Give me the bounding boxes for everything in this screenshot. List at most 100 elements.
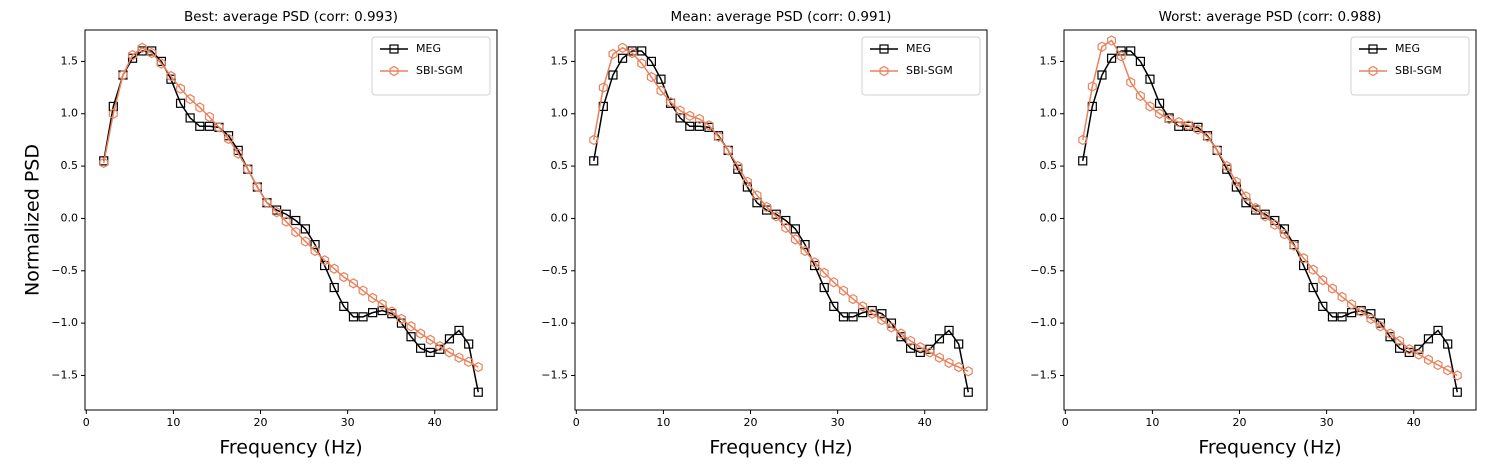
- data-point: [790, 224, 800, 234]
- data-point: [771, 211, 781, 222]
- x-tick-label: 10: [656, 416, 670, 429]
- y-tick-label: 1.5: [61, 54, 79, 67]
- y-tick-label: −1.0: [1030, 316, 1057, 329]
- data-point: [714, 131, 724, 142]
- data-point: [1135, 90, 1145, 102]
- data-point: [925, 347, 935, 358]
- data-point: [829, 301, 839, 311]
- data-point: [368, 292, 378, 304]
- x-tick-label: 0: [1062, 416, 1069, 429]
- data-point: [1154, 98, 1165, 108]
- data-point: [300, 224, 310, 234]
- data-point: [1164, 113, 1174, 125]
- data-point: [156, 58, 166, 69]
- data-point: [281, 209, 291, 219]
- data-point: [963, 387, 973, 397]
- legend-marker: [879, 44, 889, 54]
- data-point: [1097, 70, 1107, 80]
- data-point: [99, 157, 109, 169]
- data-point: [858, 308, 868, 318]
- data-point: [1126, 77, 1136, 88]
- y-tick-label: 0.5: [551, 159, 569, 172]
- series-line: [592, 50, 970, 393]
- data-point: [819, 282, 829, 293]
- data-point: [800, 240, 810, 250]
- x-tick-label: 40: [918, 416, 932, 429]
- chart-title: Best: average PSD (corr: 0.993): [184, 9, 398, 25]
- data-point: [1356, 306, 1366, 317]
- legend-label: MEG: [1395, 42, 1420, 55]
- y-tick-label: 1.5: [1040, 54, 1058, 67]
- data-point: [886, 322, 896, 333]
- legend-box: [1350, 36, 1470, 96]
- data-point: [396, 313, 406, 325]
- data-point: [387, 306, 397, 317]
- data-point: [425, 347, 435, 358]
- y-tick-label: −1.5: [541, 368, 568, 381]
- data-point: [1289, 240, 1299, 251]
- series-line: [1081, 39, 1458, 377]
- y-tick-label: 0.5: [61, 159, 79, 172]
- data-point: [348, 312, 359, 322]
- data-point: [1203, 131, 1213, 142]
- data-point: [819, 267, 829, 279]
- data-point: [1260, 211, 1270, 222]
- data-point: [934, 352, 944, 363]
- data-point: [1433, 325, 1443, 336]
- data-point: [348, 278, 358, 289]
- data-point: [204, 111, 214, 123]
- plot-frame: [574, 29, 988, 411]
- chart-title: Worst: average PSD (corr: 0.988): [1159, 9, 1382, 25]
- data-point: [589, 156, 599, 166]
- x-tick-label: 40: [428, 416, 442, 429]
- y-tick-label: −0.5: [1030, 264, 1057, 277]
- data-point: [1318, 301, 1328, 311]
- data-point: [915, 341, 925, 353]
- legend-marker: [1368, 44, 1378, 54]
- data-point: [733, 160, 743, 172]
- data-point: [1318, 274, 1328, 286]
- data-point: [1270, 219, 1280, 230]
- data-point: [627, 47, 637, 59]
- data-point: [185, 93, 195, 105]
- legend-marker: [389, 44, 399, 54]
- data-point: [368, 308, 378, 318]
- data-point: [454, 352, 464, 363]
- data-point: [877, 314, 887, 326]
- data-point: [473, 361, 483, 373]
- data-point: [1452, 370, 1462, 381]
- data-point: [377, 299, 387, 310]
- data-point: [838, 312, 849, 322]
- data-point: [339, 301, 349, 311]
- data-point: [1404, 344, 1414, 355]
- data-point: [108, 101, 118, 112]
- legend: MEG SBI-SGM: [861, 36, 981, 96]
- y-tick-label: 1.0: [551, 107, 569, 120]
- data-point: [166, 70, 176, 82]
- data-point: [464, 356, 474, 368]
- data-point: [838, 285, 848, 296]
- data-point: [848, 293, 858, 305]
- x-axis-label: Frequency (Hz): [709, 437, 852, 459]
- data-point: [1414, 344, 1424, 354]
- data-point: [1241, 198, 1251, 208]
- data-point: [1145, 74, 1155, 84]
- data-point: [243, 164, 253, 175]
- data-point: [848, 312, 858, 322]
- data-point: [637, 58, 647, 69]
- data-point: [1087, 81, 1097, 92]
- y-tick-label: 0.0: [551, 211, 569, 224]
- chart-title: Mean: average PSD (corr: 0.991): [671, 9, 892, 25]
- legend-label: MEG: [906, 42, 931, 55]
- data-point: [377, 305, 387, 316]
- data-point: [176, 83, 186, 94]
- data-point: [128, 49, 138, 61]
- data-point: [800, 245, 810, 257]
- data-point: [1155, 108, 1165, 119]
- data-point: [1327, 283, 1337, 294]
- data-point: [1097, 41, 1107, 52]
- data-point: [896, 328, 906, 339]
- data-point: [147, 47, 157, 59]
- data-point: [291, 226, 301, 238]
- data-point: [1078, 134, 1088, 146]
